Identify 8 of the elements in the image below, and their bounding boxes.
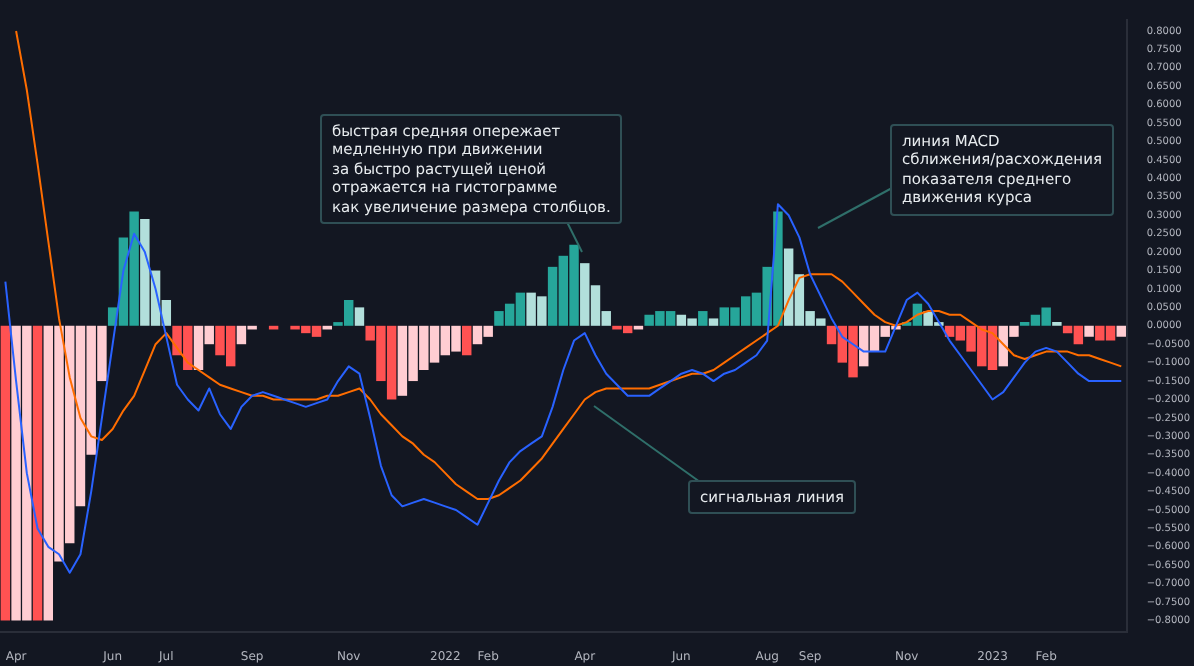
bar [32, 325, 43, 621]
bar [462, 325, 472, 356]
bar [708, 318, 719, 326]
bar [1116, 325, 1126, 337]
bar [698, 311, 708, 326]
bar [354, 307, 365, 326]
bar [1084, 325, 1094, 337]
bar [0, 325, 11, 621]
